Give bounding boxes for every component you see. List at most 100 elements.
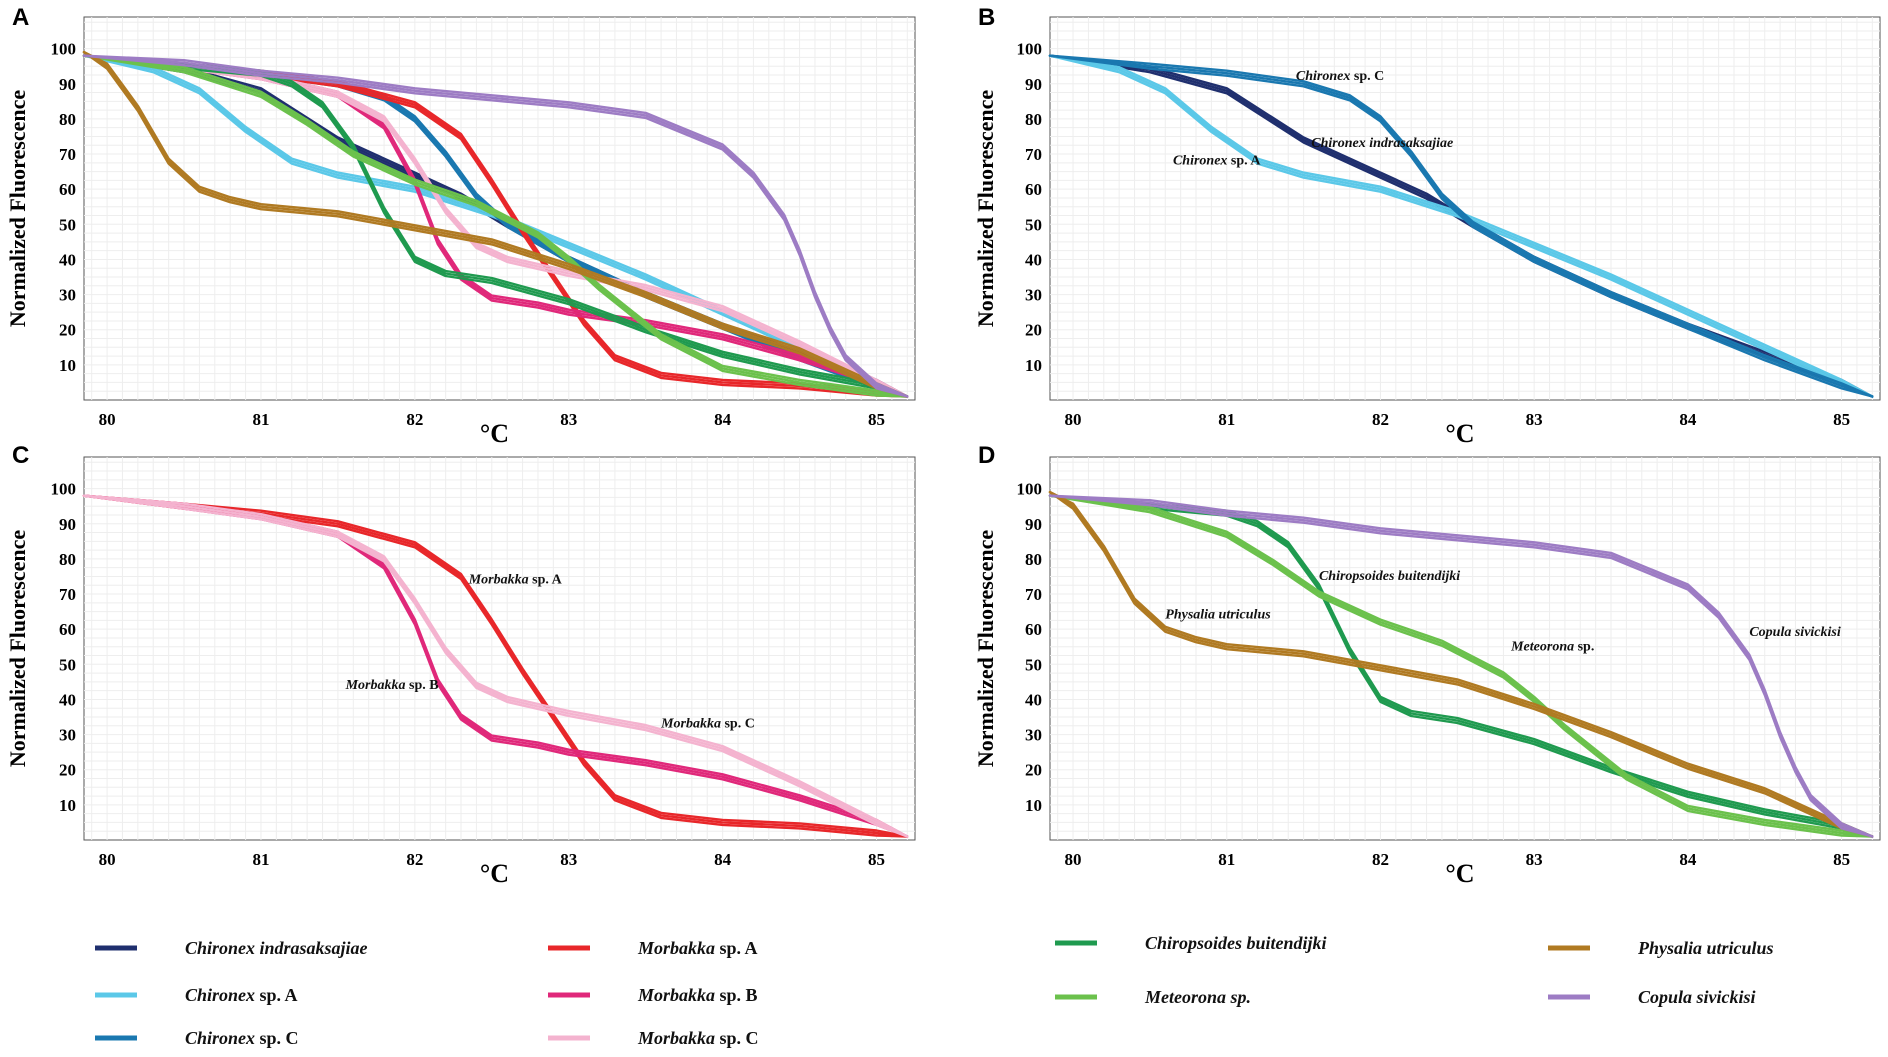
y-axis-label: Normalized Fluorescence — [5, 530, 30, 767]
legend-label: Morbakka sp. C — [637, 1028, 759, 1048]
annotation: Morbakka sp. A — [468, 572, 563, 587]
series-line — [82, 494, 909, 838]
y-tick-label: 100 — [51, 480, 77, 499]
y-tick-label: 40 — [1025, 690, 1042, 709]
legend-label: Copula sivickisi — [1638, 987, 1756, 1007]
series-line — [1048, 494, 1874, 838]
y-tick-label: 30 — [1025, 726, 1042, 745]
y-tick-label: 40 — [59, 690, 76, 709]
y-tick-label: 100 — [51, 40, 77, 59]
legend-label: Chironex sp. C — [185, 1028, 299, 1048]
series-line — [82, 494, 909, 838]
x-tick-label: 84 — [1679, 850, 1697, 869]
y-axis-label: Normalized Fluorescence — [973, 90, 998, 327]
legend-label: Chironex indrasaksajiae — [185, 938, 368, 958]
annotation: Chironex sp. C — [1296, 69, 1384, 84]
y-tick-label: 20 — [59, 321, 76, 340]
legend-item: Morbakka sp. B — [548, 985, 758, 1005]
series-line — [82, 494, 909, 838]
series-line — [82, 54, 909, 398]
legend-item: Chiropsoides buitendijki — [1055, 933, 1327, 953]
legend-label: Meteorona sp. — [1144, 987, 1251, 1007]
series-chironex-sp-a — [1048, 54, 1874, 398]
y-axis-label: Normalized Fluorescence — [973, 530, 998, 767]
series-meteorona-sp — [82, 54, 909, 398]
x-tick-label: 80 — [99, 410, 116, 429]
x-tick-label: 82 — [406, 410, 423, 429]
y-tick-label: 90 — [59, 75, 76, 94]
y-tick-label: 60 — [1025, 180, 1042, 199]
x-tick-label: 82 — [1372, 850, 1389, 869]
annotation: Morbakka sp. C — [660, 717, 755, 732]
legend-label: Chiropsoides buitendijki — [1145, 933, 1327, 953]
legend-item: Copula sivickisi — [1548, 987, 1756, 1007]
y-tick-label: 70 — [59, 585, 76, 604]
y-tick-label: 10 — [1025, 356, 1042, 375]
x-tick-label: 80 — [1065, 410, 1082, 429]
series-copula-sivickisi — [82, 54, 909, 398]
x-tick-label: 82 — [406, 850, 423, 869]
panel-letter: C — [12, 442, 29, 469]
x-tick-label: 81 — [1218, 850, 1235, 869]
x-axis-label: °C — [480, 859, 509, 888]
annotation: Chironex sp. A — [1173, 154, 1261, 169]
y-tick-label: 50 — [59, 655, 76, 674]
series-line — [82, 50, 909, 398]
series-line — [1048, 494, 1874, 838]
y-tick-label: 50 — [1025, 655, 1042, 674]
series-line — [1048, 54, 1874, 398]
legend-label: Physalia utriculus — [1637, 938, 1774, 958]
y-tick-label: 50 — [59, 215, 76, 234]
series-line — [82, 54, 909, 398]
y-tick-label: 30 — [59, 726, 76, 745]
series-line — [1048, 54, 1874, 398]
series-physalia-utriculus — [82, 50, 909, 398]
x-axis-label: °C — [1445, 419, 1474, 448]
x-axis-label: °C — [480, 419, 509, 448]
legend-label: Chironex sp. A — [185, 985, 298, 1005]
y-tick-label: 90 — [59, 515, 76, 534]
y-tick-label: 60 — [1025, 620, 1042, 639]
grid — [1050, 17, 1880, 400]
y-tick-label: 20 — [1025, 321, 1042, 340]
legend: Chironex indrasaksajiae Chironex sp. A Chi… — [95, 933, 1774, 1048]
panel-letter: A — [12, 4, 29, 31]
series-line — [1048, 494, 1874, 838]
series-line — [82, 54, 909, 398]
y-tick-label: 90 — [1025, 75, 1042, 94]
annotation: Morbakka sp. B — [345, 678, 439, 693]
x-tick-label: 85 — [868, 410, 885, 429]
series-line — [82, 494, 909, 838]
x-tick-label: 83 — [1526, 410, 1543, 429]
y-tick-label: 50 — [1025, 215, 1042, 234]
x-tick-label: 82 — [1372, 410, 1389, 429]
x-tick-label: 80 — [1065, 850, 1082, 869]
panel-letter: B — [978, 4, 995, 31]
legend-item: Physalia utriculus — [1548, 938, 1774, 958]
x-tick-label: 85 — [1833, 410, 1850, 429]
y-axis-label: Normalized Fluorescence — [5, 90, 30, 327]
series-line — [1048, 494, 1874, 838]
series-line — [82, 54, 909, 398]
legend-item: Morbakka sp. A — [548, 938, 758, 958]
series-line — [1048, 54, 1874, 398]
annotation: Physalia utriculus — [1165, 608, 1271, 623]
series-line — [1048, 54, 1874, 398]
panel-d: 10 20 30 40 50 60 70 80 90 100 80 81 82 83 84 85 Normali… — [973, 442, 1881, 888]
y-tick-label: 100 — [1017, 40, 1043, 59]
y-tick-label: 100 — [1017, 480, 1043, 499]
series-physalia-utriculus — [1048, 490, 1874, 838]
x-tick-label: 83 — [560, 410, 577, 429]
y-tick-label: 60 — [59, 180, 76, 199]
series-line — [1048, 490, 1874, 838]
y-tick-label: 30 — [1025, 286, 1042, 305]
y-tick-label: 70 — [1025, 145, 1042, 164]
y-tick-label: 10 — [59, 796, 76, 815]
y-tick-label: 80 — [1025, 550, 1042, 569]
series-line — [82, 54, 909, 398]
series-line — [1048, 54, 1874, 398]
y-tick-label: 90 — [1025, 515, 1042, 534]
legend-label: Morbakka sp. B — [637, 985, 758, 1005]
y-tick-label: 80 — [1025, 110, 1042, 129]
series-line — [1048, 490, 1874, 838]
